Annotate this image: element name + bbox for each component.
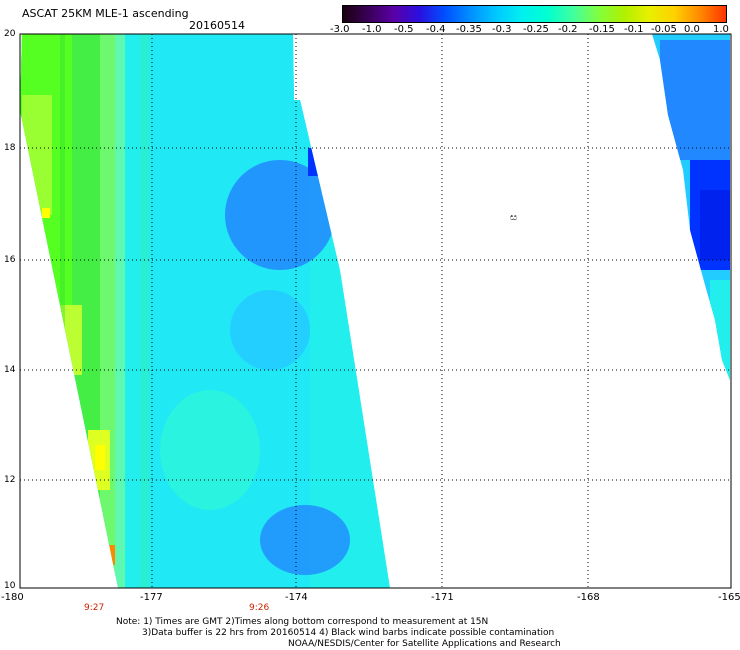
- lat-label-12: 12: [4, 475, 16, 485]
- lat-label-20: 20: [4, 29, 16, 39]
- lon-label-168: -168: [577, 592, 600, 603]
- map-frame: [19, 33, 732, 589]
- lon-label-177: -177: [140, 592, 163, 603]
- colorbar-tick: -0.5: [394, 24, 414, 35]
- map-title: ASCAT 25KM MLE-1 ascending: [22, 7, 189, 20]
- left-swath: [20, 34, 390, 588]
- colorbar-tick: -0.25: [523, 24, 549, 35]
- time-label: 9:26: [249, 603, 270, 613]
- colorbar-tick-labels: -3.0 -1.0 -0.5 -0.4 -0.35 -0.3 -0.25 -0.…: [330, 24, 740, 36]
- lat-lon-grid: [20, 34, 731, 588]
- lat-label-18: 18: [4, 143, 16, 153]
- colorbar-tick: -0.3: [492, 24, 512, 35]
- colorbar-tick: -0.35: [456, 24, 482, 35]
- right-swath: [652, 34, 730, 380]
- lat-label-14: 14: [4, 365, 16, 375]
- colorbar-tick: -0.4: [426, 24, 446, 35]
- lon-label-180: -180: [1, 592, 24, 603]
- colorbar-tick: -1.0: [362, 24, 382, 35]
- note-line-3: NOAA/NESDIS/Center for Satellite Applica…: [288, 639, 561, 649]
- lon-label-174: -174: [285, 592, 308, 603]
- colorbar-tick: -0.2: [558, 24, 578, 35]
- colorbar-gradient: [343, 6, 726, 22]
- colorbar: [342, 5, 727, 23]
- lat-label-16: 16: [4, 255, 16, 265]
- colorbar-tick: -0.1: [624, 24, 644, 35]
- colorbar-tick: 0.0: [684, 24, 700, 35]
- lat-label-10: 10: [4, 581, 16, 591]
- colorbar-tick: -0.15: [589, 24, 615, 35]
- time-label: 9:27: [84, 603, 105, 613]
- note-line-1: Note: 1) Times are GMT 2)Times along bot…: [116, 617, 489, 627]
- lon-label-171: -171: [431, 592, 454, 603]
- colorbar-tick: -3.0: [330, 24, 350, 35]
- colorbar-tick: 1.0: [713, 24, 729, 35]
- colorbar-tick: -0.05: [651, 24, 677, 35]
- island-outline-label: ස: [510, 212, 518, 223]
- lon-label-165: -165: [718, 592, 740, 603]
- note-line-2: 3)Data buffer is 22 hrs from 20160514 4)…: [142, 628, 555, 638]
- map-date: 20160514: [189, 19, 245, 32]
